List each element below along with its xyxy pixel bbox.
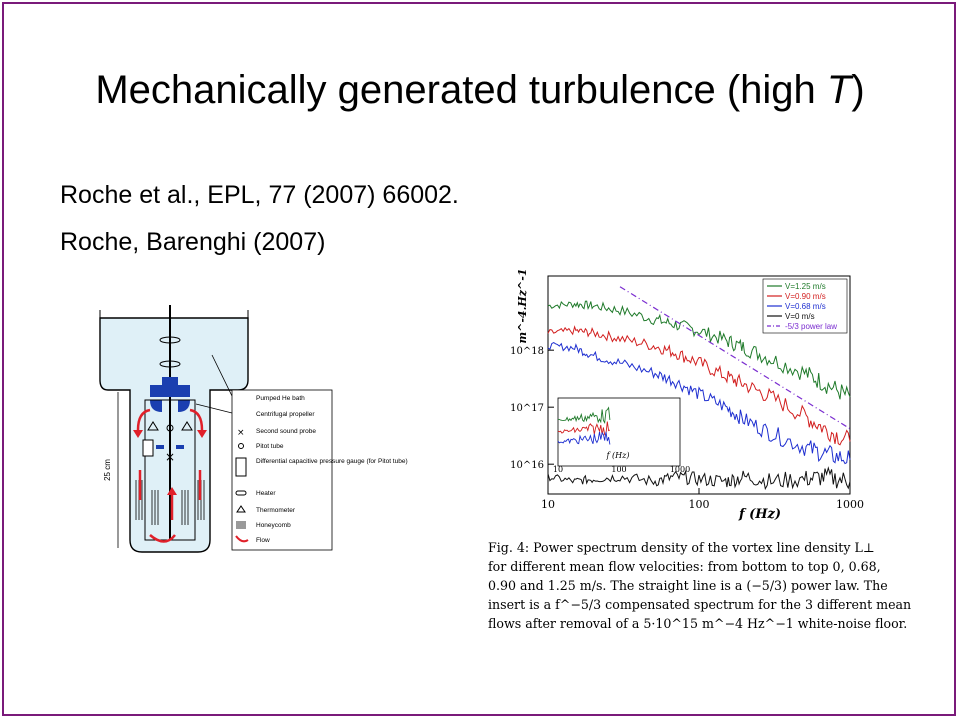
thermometer-right (181, 421, 193, 431)
helium-bath (99, 317, 249, 553)
pressure-gauge (142, 439, 154, 457)
inset-layer: 10 100 1000 (553, 406, 690, 474)
chart-legend: V=1.25 m/sV=0.90 m/sV=0.68 m/sV=0 m/s-5/… (767, 282, 837, 331)
apparatus-legend-box (231, 389, 333, 551)
propeller-cap (162, 377, 178, 385)
series-4-line (619, 286, 851, 430)
leader-bath (211, 354, 233, 397)
rotation-arrow-2 (159, 360, 181, 368)
y-tick-label-2: 10^18 (510, 346, 544, 357)
rotation-arrow-1 (159, 336, 181, 344)
x-tick-label-1: 100 (689, 498, 710, 511)
height-label: 25 cm (103, 459, 112, 481)
legend-honeycomb: Honeycomb (256, 522, 291, 529)
y-tick-label-0: 10^16 (510, 460, 544, 471)
reference-1: Roche et al., EPL, 77 (2007) 66002. (60, 181, 459, 209)
inset-x-tick-label-2: 1000 (670, 465, 690, 474)
series-layer (547, 286, 851, 491)
heater-left (156, 445, 164, 449)
inset-x-tick-label-0: 10 (553, 465, 563, 474)
propeller-left (150, 400, 162, 412)
title-suffix: ) (851, 68, 865, 112)
leader-propeller (195, 403, 233, 414)
caption-line-5: flows after removal of a 5·10^15 m^−4 Hz… (488, 616, 908, 631)
apparatus-legend-symbols: × (235, 428, 249, 543)
ticks-layer: 10 100 1000 10^16 10^17 10^18 (510, 346, 864, 511)
legend-label-4: -5/3 power law (785, 322, 837, 331)
series-2-line (547, 342, 851, 465)
caption-line-3: 0.90 and 1.25 m/s. The straight line is … (488, 578, 888, 593)
inset-frame (557, 397, 681, 467)
reference-2: Roche, Barenghi (2007) (60, 228, 326, 256)
second-sound-probe-mark: × (165, 450, 175, 464)
x-axis-label: f (Hz) (738, 507, 781, 522)
x-tick-label-0: 10 (541, 498, 555, 511)
legend-centrifugal-propeller: Centrifugal propeller (256, 411, 315, 418)
legend-label-0: V=1.25 m/s (785, 282, 826, 291)
propeller-housing (150, 385, 190, 397)
legend-pressure-gauge: Differential capacitive pressure gauge (… (256, 458, 408, 465)
title-prefix: Mechanically generated turbulence (high (95, 68, 827, 112)
caption-line-4: insert is a f^−5/3 compensated spectrum … (488, 597, 912, 612)
x-tick-label-2: 1000 (836, 498, 864, 511)
title-italic: T (826, 68, 852, 112)
legend-second-sound-probe: Second sound probe (256, 428, 316, 435)
legend-label-1: V=0.90 m/s (785, 292, 826, 301)
inset-series-2 (557, 431, 611, 445)
svg-text:×: × (237, 428, 245, 438)
flow-arrowheads (133, 430, 207, 495)
legend-label-3: V=0 m/s (785, 312, 815, 321)
inset-x-tick-label-1: 100 (611, 465, 626, 474)
inset-series-1 (557, 421, 611, 436)
series-3-line (547, 466, 851, 491)
thermometer-left (147, 421, 159, 431)
pitot-tube-mark (166, 424, 174, 432)
y-axis-label: m^-4.Hz^-1 (516, 269, 529, 344)
series-0-line (547, 300, 851, 400)
series-1-line (547, 325, 851, 446)
propeller-right (178, 400, 190, 412)
apparatus-legend: Pumped He bath Centrifugal propeller Sec… (256, 395, 408, 544)
legend-flow: Flow (256, 537, 270, 544)
inset-x-label: f (Hz) (606, 451, 630, 460)
legend-thermometer: Thermometer (256, 507, 296, 514)
legend-heater: Heater (256, 490, 276, 497)
y-tick-label-1: 10^17 (510, 403, 544, 414)
flow-arrows (136, 408, 204, 543)
figure-caption: Fig. 4: Power spectrum density of the vo… (488, 538, 912, 633)
inset-series-0 (557, 406, 611, 424)
legend-label-2: V=0.68 m/s (785, 302, 826, 311)
caption-line-2: for different mean flow velocities: from… (488, 559, 881, 574)
heater-right (176, 445, 184, 449)
caption-line-1: Fig. 4: Power spectrum density of the vo… (488, 540, 875, 555)
legend-pitot-tube: Pitot tube (256, 443, 284, 450)
slide-title: Mechanically generated turbulence (high … (0, 68, 960, 113)
legend-pumped-he-bath: Pumped He bath (256, 395, 305, 402)
